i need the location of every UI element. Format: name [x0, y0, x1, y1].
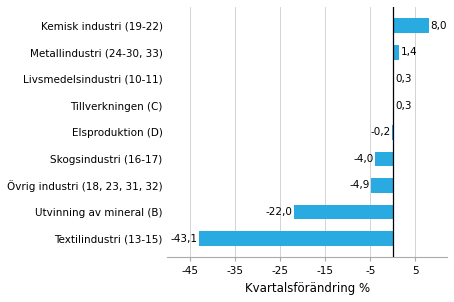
Text: 8,0: 8,0	[430, 21, 447, 31]
Text: 0,3: 0,3	[395, 101, 412, 111]
Bar	[393, 45, 399, 59]
Bar	[392, 125, 393, 140]
Text: 1,4: 1,4	[400, 47, 417, 57]
Text: -4,0: -4,0	[353, 154, 374, 164]
Text: -22,0: -22,0	[266, 207, 292, 217]
X-axis label: Kvartalsförändring %: Kvartalsförändring %	[245, 282, 370, 295]
Bar	[198, 231, 393, 246]
Bar	[294, 205, 393, 220]
Text: 0,3: 0,3	[395, 74, 412, 84]
Bar	[393, 98, 394, 113]
Bar	[375, 152, 393, 166]
Text: -4,9: -4,9	[349, 181, 370, 191]
Bar	[371, 178, 393, 193]
Bar	[393, 18, 429, 33]
Text: -43,1: -43,1	[170, 234, 197, 244]
Bar	[393, 72, 394, 86]
Text: -0,2: -0,2	[370, 127, 391, 137]
